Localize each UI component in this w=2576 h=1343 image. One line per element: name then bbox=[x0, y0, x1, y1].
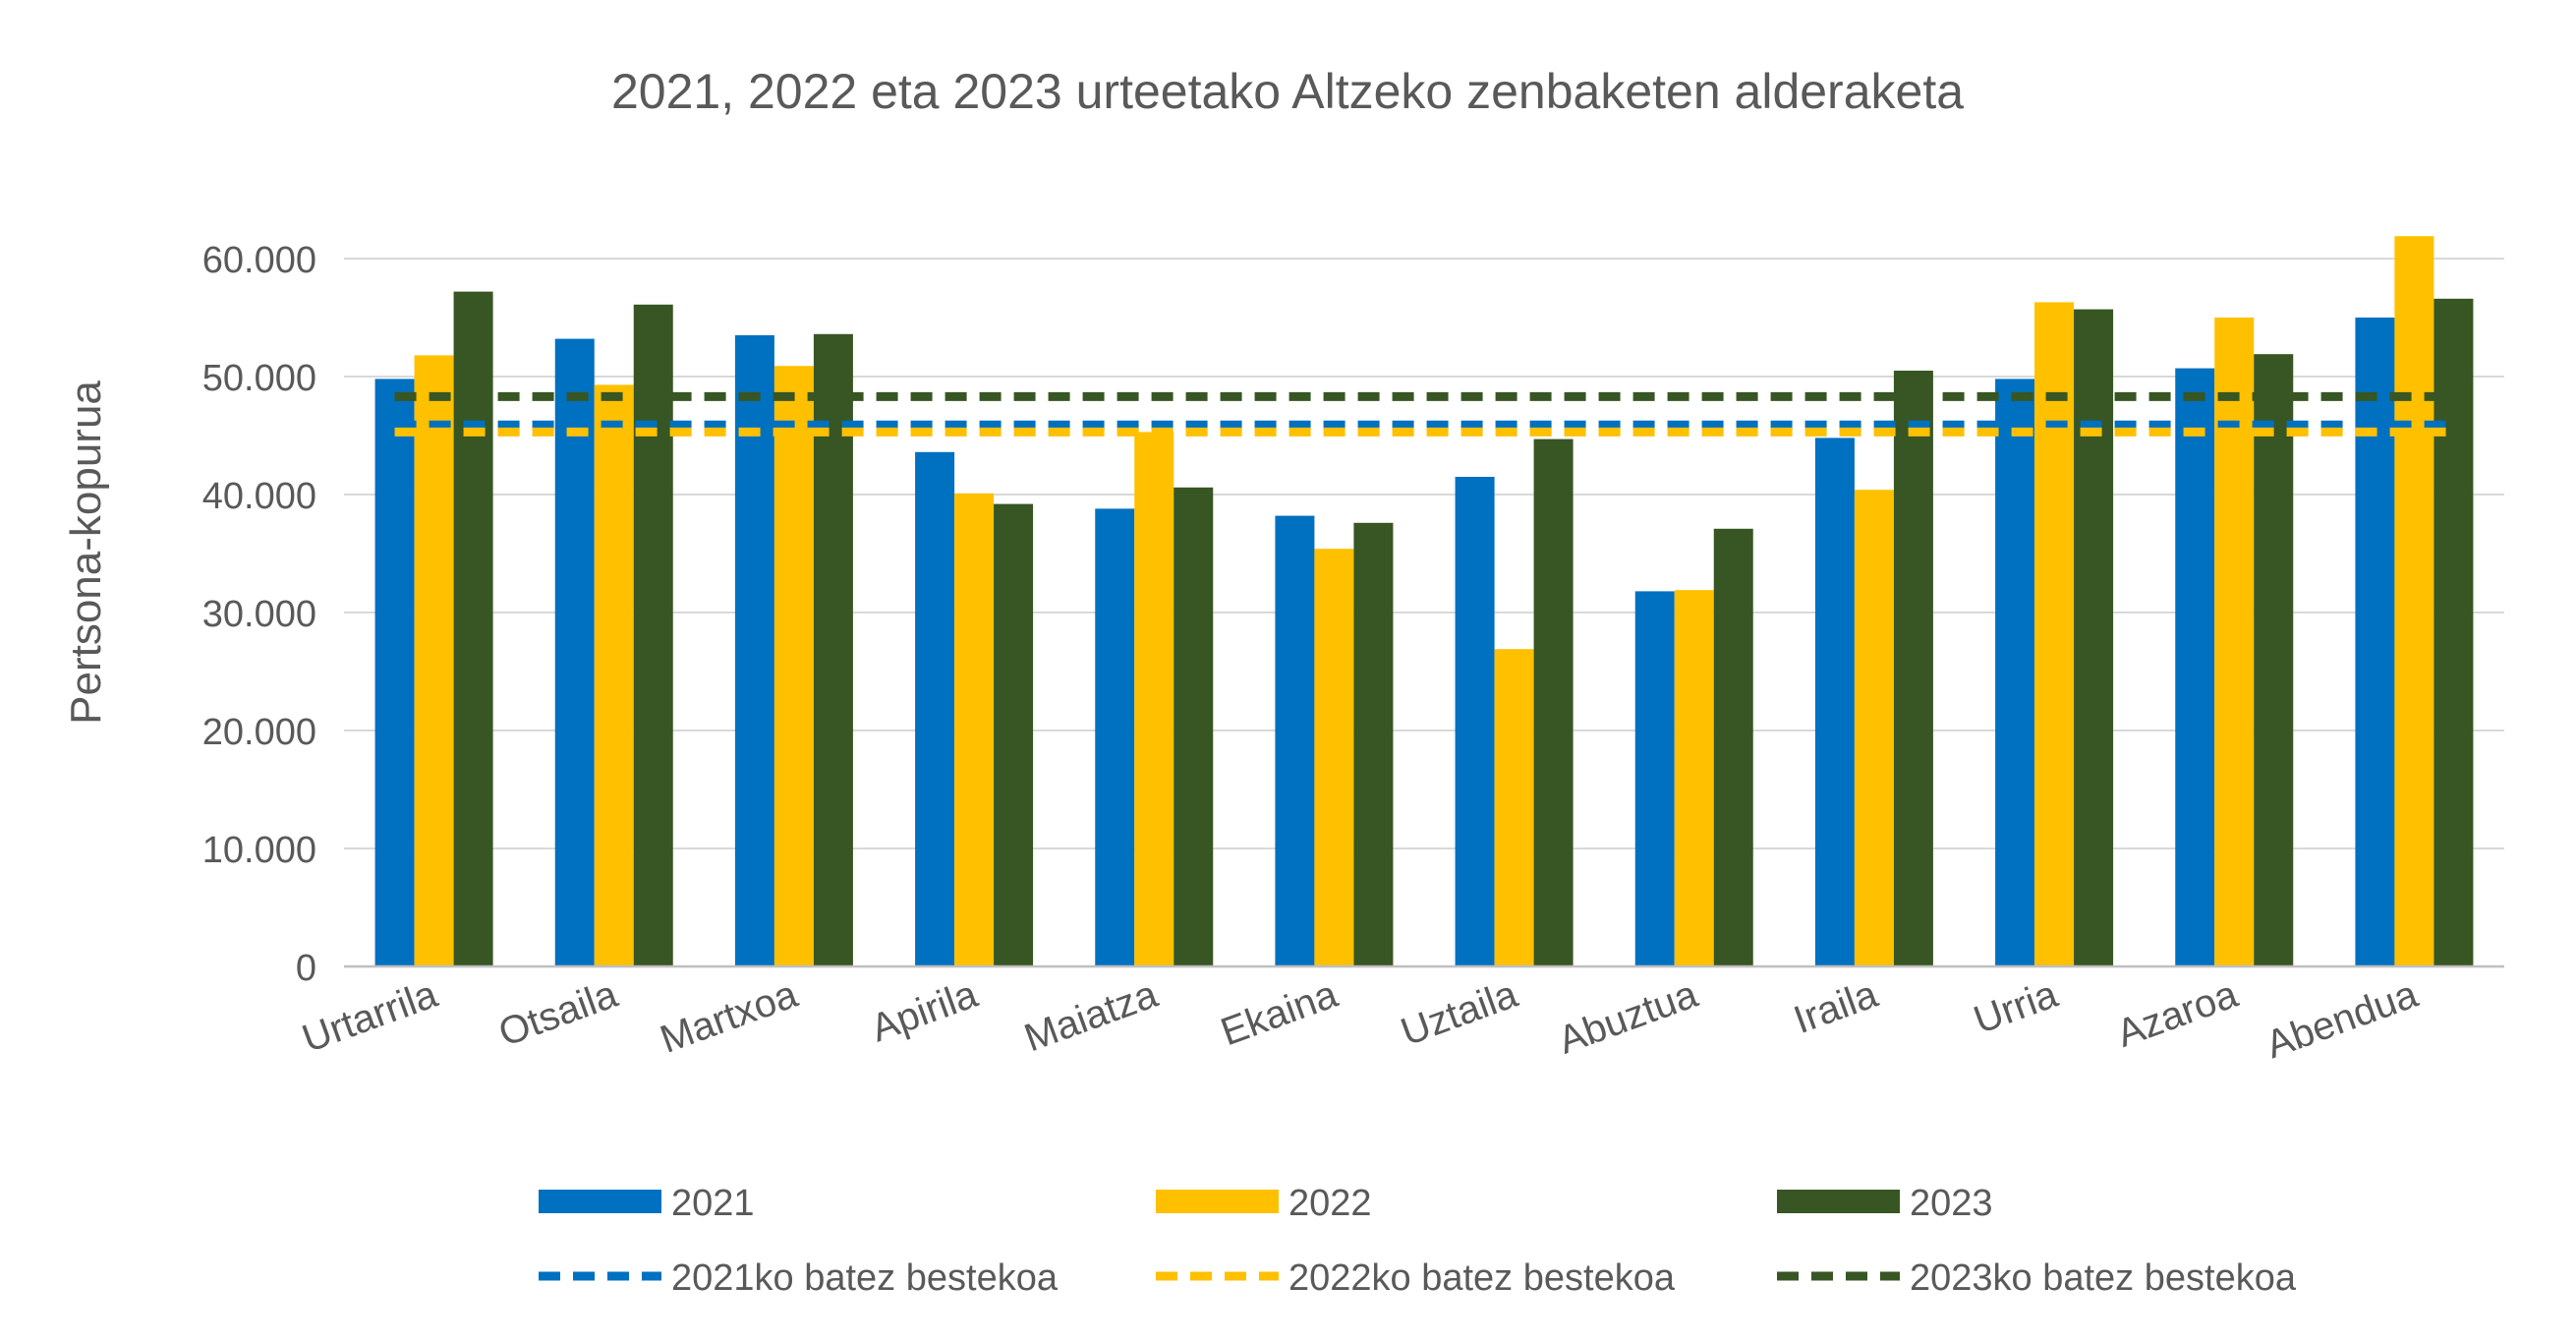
bar-2022-Apirila bbox=[954, 493, 995, 966]
x-tick-label: Abendua bbox=[2261, 972, 2424, 1067]
chart-title: 2021, 2022 eta 2023 urteetako Altzeko ze… bbox=[611, 64, 1964, 119]
legend-swatch bbox=[1777, 1190, 1900, 1213]
bar-2023-Abendua bbox=[2433, 298, 2474, 966]
legend-label: 2022 bbox=[1288, 1183, 1372, 1224]
y-tick-label: 20.000 bbox=[202, 712, 316, 753]
bar-2023-Iraila bbox=[1893, 371, 1933, 966]
bar-2021-Uztaila bbox=[1455, 477, 1495, 966]
bar-2022-Iraila bbox=[1854, 490, 1894, 966]
bar-2023-Urtarrila bbox=[453, 291, 493, 967]
legend-label: 2022ko batez bestekoa bbox=[1288, 1257, 1676, 1299]
bar-2022-Abuztua bbox=[1674, 590, 1714, 966]
grid-lines bbox=[344, 258, 2504, 849]
bar-2021-Ekaina bbox=[1275, 515, 1315, 966]
y-axis-label: Pertsona-kopurua bbox=[62, 380, 110, 725]
bar-2023-Maiatza bbox=[1174, 487, 1214, 966]
bar-2023-Otsaila bbox=[633, 304, 673, 966]
legend-label: 2023 bbox=[1910, 1183, 1993, 1224]
y-tick-label: 30.000 bbox=[202, 594, 316, 635]
legend-label: 2023ko batez bestekoa bbox=[1910, 1257, 2297, 1299]
y-tick-label: 10.000 bbox=[202, 830, 316, 871]
bar-2023-Abuztua bbox=[1713, 528, 1753, 966]
bar-2021-Azaroa bbox=[2175, 368, 2215, 967]
legend-swatch bbox=[1156, 1190, 1279, 1213]
bar-2023-Urria bbox=[2074, 309, 2114, 967]
bar-2021-Iraila bbox=[1814, 438, 1855, 966]
bar-2022-Otsaila bbox=[594, 384, 634, 966]
bar-2022-Martxoa bbox=[773, 366, 814, 966]
bar-2021-Abendua bbox=[2355, 318, 2395, 966]
bar-2021-Urtarrila bbox=[374, 379, 415, 966]
bar-2021-Maiatza bbox=[1095, 508, 1135, 966]
legend-label: 2021 bbox=[671, 1183, 755, 1224]
bar-2023-Martxoa bbox=[813, 333, 853, 966]
x-tick-label: Abuztua bbox=[1553, 972, 1704, 1063]
bar-2022-Maiatza bbox=[1134, 432, 1174, 966]
bar-2023-Ekaina bbox=[1353, 522, 1394, 966]
bar-2022-Azaroa bbox=[2214, 318, 2255, 966]
x-tick-label: Azaroa bbox=[2111, 972, 2244, 1056]
x-axis-ticks: Urtarrila Otsaila Martxoa Apirila Maiatza Eka… bbox=[297, 972, 2424, 1067]
legend-swatch bbox=[539, 1190, 661, 1213]
bar-2023-Uztaila bbox=[1533, 438, 1574, 967]
bar-2021-Apirila bbox=[915, 451, 955, 966]
bar-2022-Urtarrila bbox=[414, 355, 454, 966]
y-tick-label: 60.000 bbox=[202, 240, 316, 281]
bar-2021-Martxoa bbox=[734, 335, 774, 966]
bar-2023-Azaroa bbox=[2254, 354, 2294, 966]
x-tick-label: Martxoa bbox=[655, 972, 804, 1062]
bar-2022-Ekaina bbox=[1314, 549, 1354, 966]
y-axis-ticks: 0 10.000 20.000 30.000 40.000 50.000 60.000 bbox=[202, 240, 316, 989]
y-tick-label: 50.000 bbox=[202, 358, 316, 399]
x-tick-label: Urtarrila bbox=[297, 972, 443, 1061]
bar-2022-Abendua bbox=[2394, 236, 2434, 966]
x-tick-label: Iraila bbox=[1788, 972, 1883, 1042]
bar-2021-Otsaila bbox=[554, 338, 595, 967]
legend-label: 2021ko batez bestekoa bbox=[671, 1257, 1059, 1299]
x-tick-label: Otsaila bbox=[493, 972, 624, 1055]
bar-2021-Abuztua bbox=[1634, 591, 1675, 966]
y-tick-label: 40.000 bbox=[202, 476, 316, 517]
x-tick-label: Maiatza bbox=[1019, 972, 1164, 1061]
average-lines bbox=[394, 391, 2454, 437]
x-tick-label: Ekaina bbox=[1216, 972, 1345, 1054]
bar-2022-Uztaila bbox=[1494, 649, 1534, 966]
x-tick-label: Apirila bbox=[866, 972, 984, 1051]
bar-2022-Urria bbox=[2034, 302, 2075, 966]
y-tick-label: 0 bbox=[296, 948, 316, 989]
bars bbox=[374, 236, 2474, 967]
x-tick-label: Urria bbox=[1969, 972, 2064, 1042]
bar-2023-Apirila bbox=[994, 503, 1034, 966]
legend: 2021 2022 2023 2021ko batez bestekoa 2022ko … bbox=[539, 1183, 2297, 1299]
x-tick-label: Uztaila bbox=[1396, 972, 1524, 1054]
bar-2021-Urria bbox=[1995, 379, 2035, 966]
